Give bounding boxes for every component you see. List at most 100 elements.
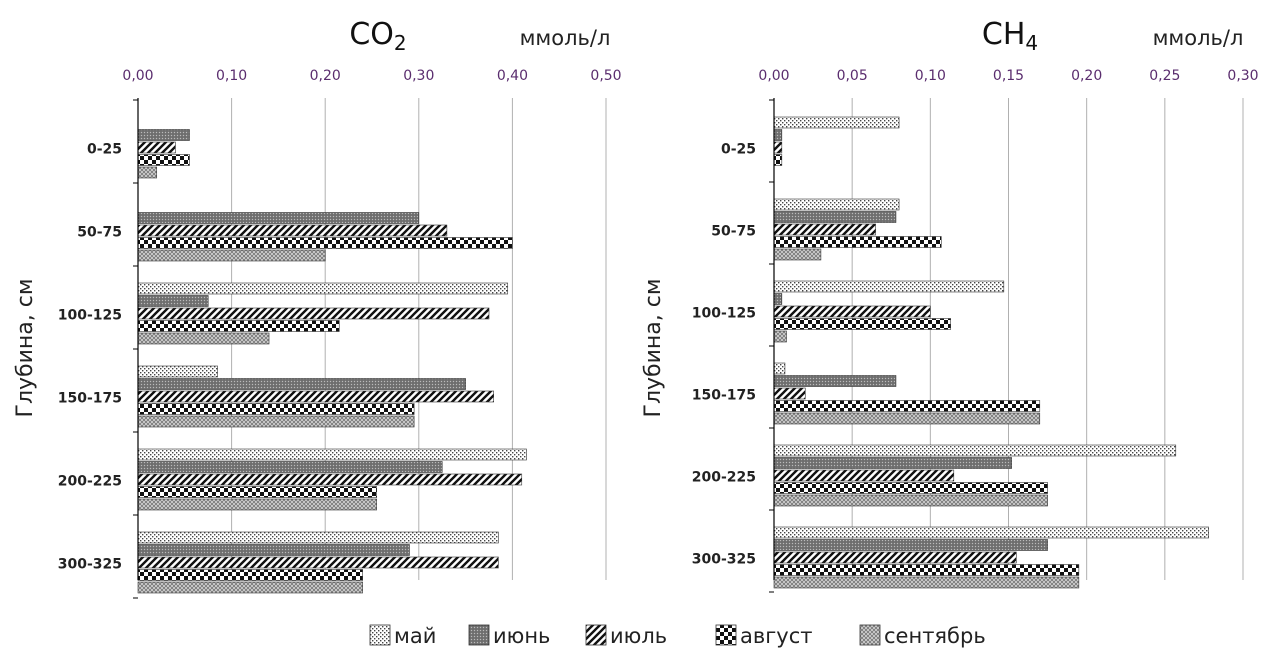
ch4-bar [773, 211, 897, 223]
ch4-x-tick-label: 0,05 [837, 68, 868, 84]
ch4-title: CH4 [982, 17, 1038, 55]
ch4-bar [773, 457, 1012, 469]
ch4-x-tick-label: 0,10 [915, 68, 946, 84]
ch4-bar [773, 116, 900, 129]
co2-bar [137, 154, 190, 166]
ch4-bar [773, 412, 1041, 425]
ch4-x-tick-label: 0,30 [1227, 68, 1258, 84]
ch4-bar [773, 551, 1017, 564]
ch4-bar [773, 400, 1041, 412]
ch4-bar [773, 444, 1177, 457]
co2-chart: CO2 ммоль/л 0,00 0,10 0,20 0,30 0,40 0,50 0-25 50… [58, 17, 622, 599]
ch4-category-label: 150-175 [692, 387, 756, 403]
co2-x-tick-label: 0,20 [310, 68, 341, 84]
co2-bar [137, 237, 513, 249]
ch4-bar [773, 198, 900, 211]
ch4-bar [773, 223, 876, 236]
co2-bar [137, 544, 410, 556]
ch4-bar [773, 362, 786, 375]
co2-bar [137, 461, 443, 473]
ch4-unit-label: ммоль/л [1153, 26, 1244, 50]
ch4-category-label: 300-325 [692, 551, 756, 567]
co2-bar [137, 498, 377, 511]
co2-x-tick-label: 0,50 [590, 68, 621, 84]
legend-label: август [740, 624, 813, 648]
ch4-bar [773, 526, 1209, 539]
ch4-bar [773, 564, 1080, 576]
co2-bar [137, 224, 448, 237]
co2-bar [137, 390, 494, 403]
co2-category-label: 50-75 [77, 224, 122, 240]
ch4-bar [773, 280, 1005, 293]
co2-bar [137, 307, 490, 320]
ch4-bar [773, 330, 787, 343]
legend-swatch [715, 624, 737, 646]
co2-bar [137, 378, 466, 390]
co2-x-tick-label: 0,40 [497, 68, 528, 84]
ch4-category-label: 200-225 [692, 469, 756, 485]
co2-bar [137, 332, 270, 345]
co2-bar [137, 249, 326, 262]
co2-x-tick-label: 0,30 [403, 68, 434, 84]
co2-bar [137, 295, 209, 307]
y-axis-label-right: Глубина, см [641, 279, 666, 418]
co2-category-label: 100-125 [58, 307, 122, 323]
y-axis-label-left: Глубина, см [13, 279, 38, 418]
co2-category-label: 0-25 [87, 141, 122, 157]
co2-bar [137, 282, 509, 295]
legend-label: май [394, 624, 436, 648]
co2-bar [137, 212, 420, 224]
co2-unit-label: ммоль/л [520, 26, 611, 50]
co2-bar [137, 448, 527, 461]
ch4-bar [773, 129, 783, 141]
co2-title: CO2 [349, 17, 406, 55]
legend-label: июль [610, 624, 667, 648]
ch4-bar [773, 305, 931, 318]
ch4-bar [773, 248, 822, 261]
ch4-bar [773, 318, 951, 330]
co2-bar [137, 365, 218, 378]
co2-bar [137, 531, 499, 544]
legend: май июнь июль август сентябрь [369, 624, 986, 648]
legend-swatch [468, 624, 490, 646]
co2-bar [137, 415, 415, 428]
ch4-bar [773, 494, 1048, 507]
co2-bar [137, 166, 158, 179]
ch4-bar [773, 375, 897, 387]
ch4-bar [773, 469, 955, 482]
co2-x-tick-label: 0,00 [122, 68, 153, 84]
legend-label: июнь [493, 624, 550, 648]
legend-swatch [859, 624, 881, 646]
co2-bar [137, 569, 363, 581]
ch4-bar [773, 293, 783, 305]
co2-bar [137, 403, 415, 415]
ch4-bar [773, 154, 783, 166]
ch4-category-label: 50-75 [711, 223, 756, 239]
co2-bar [137, 556, 499, 569]
co2-x-tick-label: 0,10 [216, 68, 247, 84]
ch4-category-label: 100-125 [692, 305, 756, 321]
co2-bar [137, 473, 523, 486]
co2-category-label: 200-225 [58, 473, 122, 489]
co2-bar [137, 320, 340, 332]
ch4-category-label: 0-25 [721, 141, 756, 157]
ch4-chart: CH4 ммоль/л 0,00 0,05 0,10 0,15 0,20 0,25 0,30 0-… [692, 17, 1259, 593]
ch4-x-tick-label: 0,15 [993, 68, 1024, 84]
ch4-bar [773, 141, 783, 154]
ch4-bar [773, 576, 1080, 589]
co2-bar [137, 581, 363, 594]
ch4-bar [773, 236, 942, 248]
legend-swatch [585, 624, 607, 646]
ch4-x-tick-label: 0,25 [1149, 68, 1180, 84]
legend-label: сентябрь [884, 624, 986, 648]
ch4-x-tick-label: 0,20 [1071, 68, 1102, 84]
co2-bar [137, 486, 377, 498]
ch4-bar [773, 539, 1048, 551]
co2-bar [137, 141, 176, 154]
co2-bar [137, 129, 190, 141]
legend-swatch [369, 624, 391, 646]
co2-category-label: 300-325 [58, 556, 122, 572]
ch4-bar [773, 482, 1048, 494]
ch4-x-tick-label: 0,00 [758, 68, 789, 84]
